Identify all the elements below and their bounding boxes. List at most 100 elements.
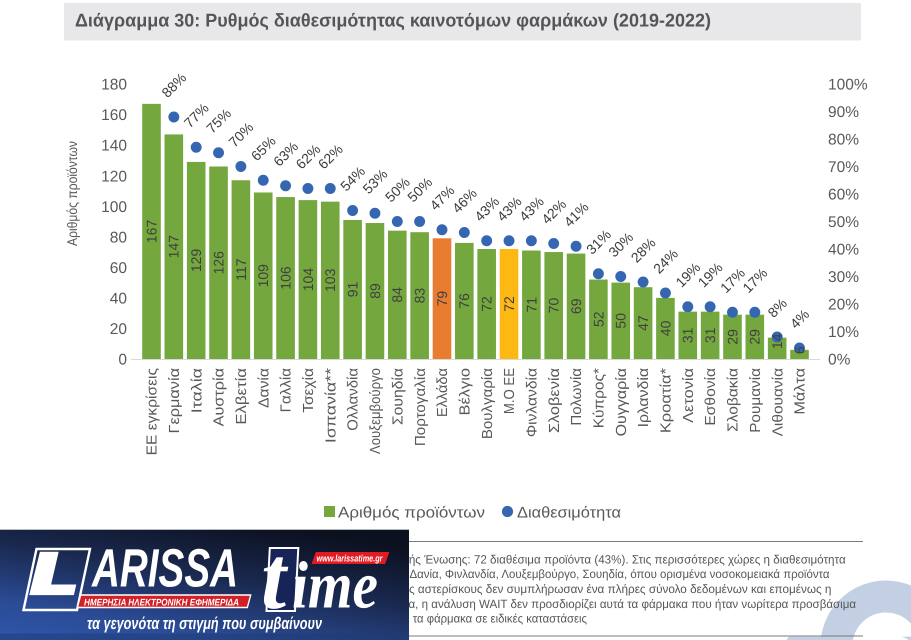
svg-text:70%: 70%: [225, 119, 256, 150]
svg-text:κής Ένωσης: 72 διαθέσιμα προϊό: κής Ένωσης: 72 διαθέσιμα προϊόντα (43%).…: [403, 553, 846, 567]
svg-text:100: 100: [101, 199, 127, 216]
svg-text:Διαθεσιμότητα: Διαθεσιμότητα: [517, 505, 621, 522]
svg-text:89: 89: [367, 283, 383, 299]
svg-text:Ιταλία: Ιταλία: [189, 367, 205, 413]
svg-text:147: 147: [166, 235, 182, 259]
svg-text:ΕΕ εγκρίσεις: ΕΕ εγκρίσεις: [145, 368, 161, 455]
svg-text:Ισπανία**: Ισπανία**: [323, 368, 339, 443]
svg-text:100%: 100%: [828, 77, 868, 94]
svg-text:103: 103: [322, 268, 338, 292]
svg-text:0: 0: [118, 352, 127, 369]
svg-text:Βουλγαρία: Βουλγαρία: [480, 367, 496, 439]
svg-text:Σλοβακία: Σλοβακία: [726, 367, 742, 431]
svg-text:50%: 50%: [828, 214, 859, 231]
svg-text:30%: 30%: [828, 269, 859, 286]
svg-text:80%: 80%: [828, 132, 859, 149]
svg-text:www.larissatime.gr: www.larissatime.gr: [317, 554, 384, 565]
svg-text:α, η ανάλυση WAIT δεν προσδιορ: α, η ανάλυση WAIT δεν προσδιορίζει αυτά …: [409, 597, 857, 611]
svg-text:62%: 62%: [315, 141, 346, 172]
svg-text:ς αστερίσκους δεν συμπλήρωσαν: ς αστερίσκους δεν συμπλήρωσαν ένα πλήρες…: [409, 582, 831, 596]
svg-text:129: 129: [188, 249, 204, 273]
svg-text:Ελβετία: Ελβετία: [234, 367, 250, 424]
svg-text:84: 84: [389, 287, 405, 303]
svg-text:τα γεγονότα τη στιγμή που συμβ: τα γεγονότα τη στιγμή που συμβαίνουν: [87, 614, 322, 633]
svg-text:Αριθμός προϊόντων: Αριθμός προϊόντων: [338, 505, 485, 522]
svg-text:ΗΜΕΡΗΣΙΑ ΗΛΕΚΤΡΟΝΙΚΗ ΕΦΗΜΕΡΙΔΑ: ΗΜΕΡΗΣΙΑ ΗΛΕΚΤΡΟΝΙΚΗ ΕΦΗΜΕΡΙΔΑ: [84, 598, 239, 609]
svg-text:8%: 8%: [764, 295, 790, 321]
svg-text:Ουγγαρία: Ουγγαρία: [614, 367, 630, 436]
svg-text:Λετονία: Λετονία: [681, 367, 697, 423]
svg-text:Δανία: Δανία: [256, 367, 272, 408]
svg-text:Κύπρος*: Κύπρος*: [592, 368, 608, 429]
svg-text:0%: 0%: [828, 352, 851, 369]
svg-text:14: 14: [769, 333, 785, 349]
svg-text:109: 109: [255, 264, 271, 288]
svg-text:31: 31: [680, 327, 696, 343]
svg-text:104: 104: [300, 268, 316, 292]
svg-text:Γερμανία: Γερμανία: [167, 367, 183, 433]
svg-text:Ρουμανία: Ρουμανία: [748, 367, 764, 432]
svg-text:20: 20: [110, 321, 128, 338]
svg-text:Σλοβενία: Σλοβενία: [547, 367, 563, 433]
svg-text:40: 40: [657, 320, 673, 336]
svg-text:Αυστρία: Αυστρία: [212, 367, 228, 426]
svg-text:70%: 70%: [828, 159, 859, 176]
svg-text:με τα φάρμακα σε ειδικές κατασ: με τα φάρμακα σε ειδικές καταστάσεις: [398, 612, 587, 626]
svg-text:Εσθονία: Εσθονία: [703, 367, 719, 425]
svg-text:69: 69: [568, 298, 584, 314]
svg-text:117: 117: [233, 258, 249, 281]
svg-text:Δανία, Φινλανδία, Λουξεμβούργο: Δανία, Φινλανδία, Λουξεμβούργο, Σουηδία,…: [410, 567, 830, 581]
svg-text:24%: 24%: [650, 245, 681, 276]
svg-text:Ελλάδα: Ελλάδα: [435, 367, 451, 417]
svg-text:Τσεχία: Τσεχία: [301, 367, 317, 412]
svg-text:70: 70: [546, 298, 562, 314]
svg-text:40: 40: [110, 290, 128, 307]
svg-text:Κροατία*: Κροατία*: [659, 368, 675, 434]
svg-text:72: 72: [501, 296, 517, 312]
svg-text:180: 180: [101, 77, 127, 94]
svg-text:Λιθουανία: Λιθουανία: [770, 367, 786, 436]
svg-text:Διάγραμμα 30: Ρυθμός διαθεσιμό: Διάγραμμα 30: Ρυθμός διαθεσιμότητας καιν…: [75, 10, 711, 31]
svg-text:Ολλανδία: Ολλανδία: [346, 367, 362, 430]
svg-text:76: 76: [456, 293, 472, 309]
svg-text:Σουηδία: Σουηδία: [390, 367, 406, 425]
svg-text:80: 80: [110, 229, 128, 246]
svg-text:Λουξεμβούργο: Λουξεμβούργο: [368, 368, 384, 454]
svg-text:106: 106: [277, 266, 293, 290]
svg-text:88%: 88%: [158, 69, 189, 100]
svg-text:60: 60: [110, 260, 128, 277]
svg-text:91: 91: [345, 281, 361, 297]
svg-text:Γαλλία: Γαλλία: [279, 367, 295, 412]
svg-text:4%: 4%: [787, 306, 813, 332]
svg-text:160: 160: [101, 107, 127, 124]
svg-text:Φινλανδία: Φινλανδία: [524, 367, 540, 437]
svg-text:72: 72: [479, 296, 495, 312]
svg-text:20%: 20%: [828, 297, 859, 314]
svg-text:83: 83: [412, 288, 428, 304]
svg-text:Αριθμός προϊόντων: Αριθμός προϊόντων: [64, 141, 80, 246]
svg-text:Μ.Ο ΕΕ: Μ.Ο ΕΕ: [502, 368, 518, 414]
svg-text:31: 31: [702, 327, 718, 343]
svg-text:10%: 10%: [828, 324, 859, 341]
svg-text:79: 79: [434, 291, 450, 307]
svg-text:Βέλγιο: Βέλγιο: [457, 368, 473, 416]
svg-text:167: 167: [143, 220, 159, 244]
svg-text:140: 140: [101, 138, 127, 155]
svg-text:Μάλτα: Μάλτα: [793, 367, 809, 414]
svg-text:71: 71: [523, 297, 539, 313]
svg-text:t: t: [261, 529, 289, 628]
svg-text:6: 6: [791, 346, 807, 354]
svg-text:Πορτογαλία: Πορτογαλία: [413, 367, 429, 446]
svg-text:120: 120: [101, 168, 127, 185]
svg-text:ARISSA: ARISSA: [91, 539, 238, 599]
svg-text:17%: 17%: [739, 265, 770, 296]
svg-text:40%: 40%: [828, 242, 859, 259]
svg-text:Πολωνία: Πολωνία: [569, 367, 585, 425]
svg-text:47: 47: [635, 315, 651, 331]
svg-text:29: 29: [724, 329, 740, 345]
svg-text:90%: 90%: [828, 104, 859, 121]
svg-text:29: 29: [747, 329, 763, 345]
svg-text:52: 52: [590, 311, 606, 327]
svg-text:Ιρλανδία: Ιρλανδία: [636, 367, 652, 427]
svg-text:126: 126: [210, 251, 226, 275]
